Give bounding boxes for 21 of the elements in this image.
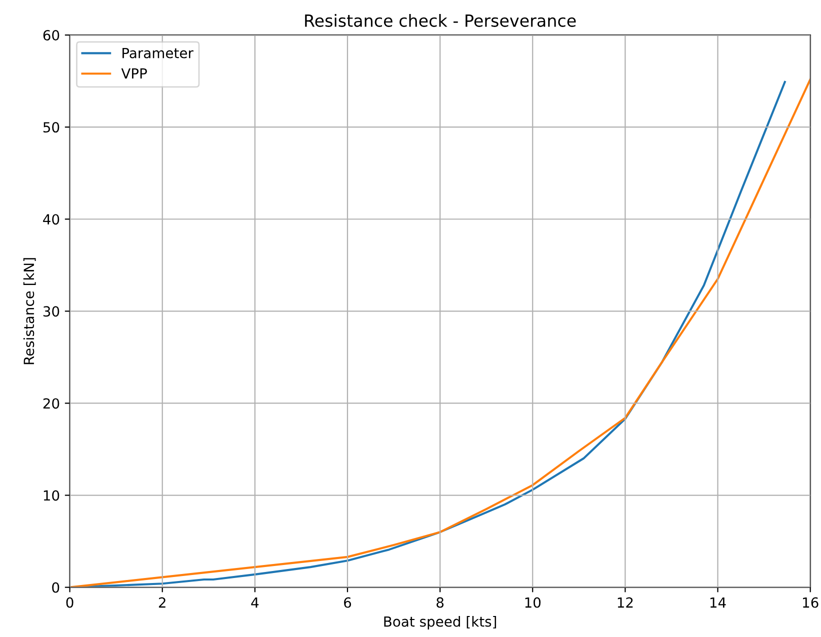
x-tick-label: 2 (158, 597, 166, 608)
y-tick-label: 20 (43, 398, 60, 409)
y-tick-label: 40 (43, 214, 60, 225)
x-tick-label: 6 (344, 597, 352, 608)
legend-label: Parameter (122, 48, 194, 58)
x-axis-title: Boat speed [kts] (384, 616, 496, 630)
y-tick-label: 0 (52, 582, 60, 593)
x-tick-label: 8 (436, 597, 444, 608)
y-tick-label: 50 (43, 122, 60, 133)
chart-title: Resistance check - Perseverance (305, 14, 576, 27)
x-tick-label: 0 (66, 597, 74, 608)
x-tick-label: 10 (525, 597, 541, 608)
x-tick-label: 16 (803, 597, 818, 608)
y-tick-label: 30 (43, 306, 60, 317)
x-tick-label: 12 (618, 597, 633, 608)
y-tick-label: 60 (43, 30, 60, 41)
y-axis-title: Resistance [kN] (23, 258, 36, 364)
x-tick-label: 4 (251, 597, 259, 608)
y-tick-label: 10 (44, 490, 60, 501)
legend-label: VPP (121, 68, 147, 78)
x-tick-label: 14 (710, 597, 726, 608)
